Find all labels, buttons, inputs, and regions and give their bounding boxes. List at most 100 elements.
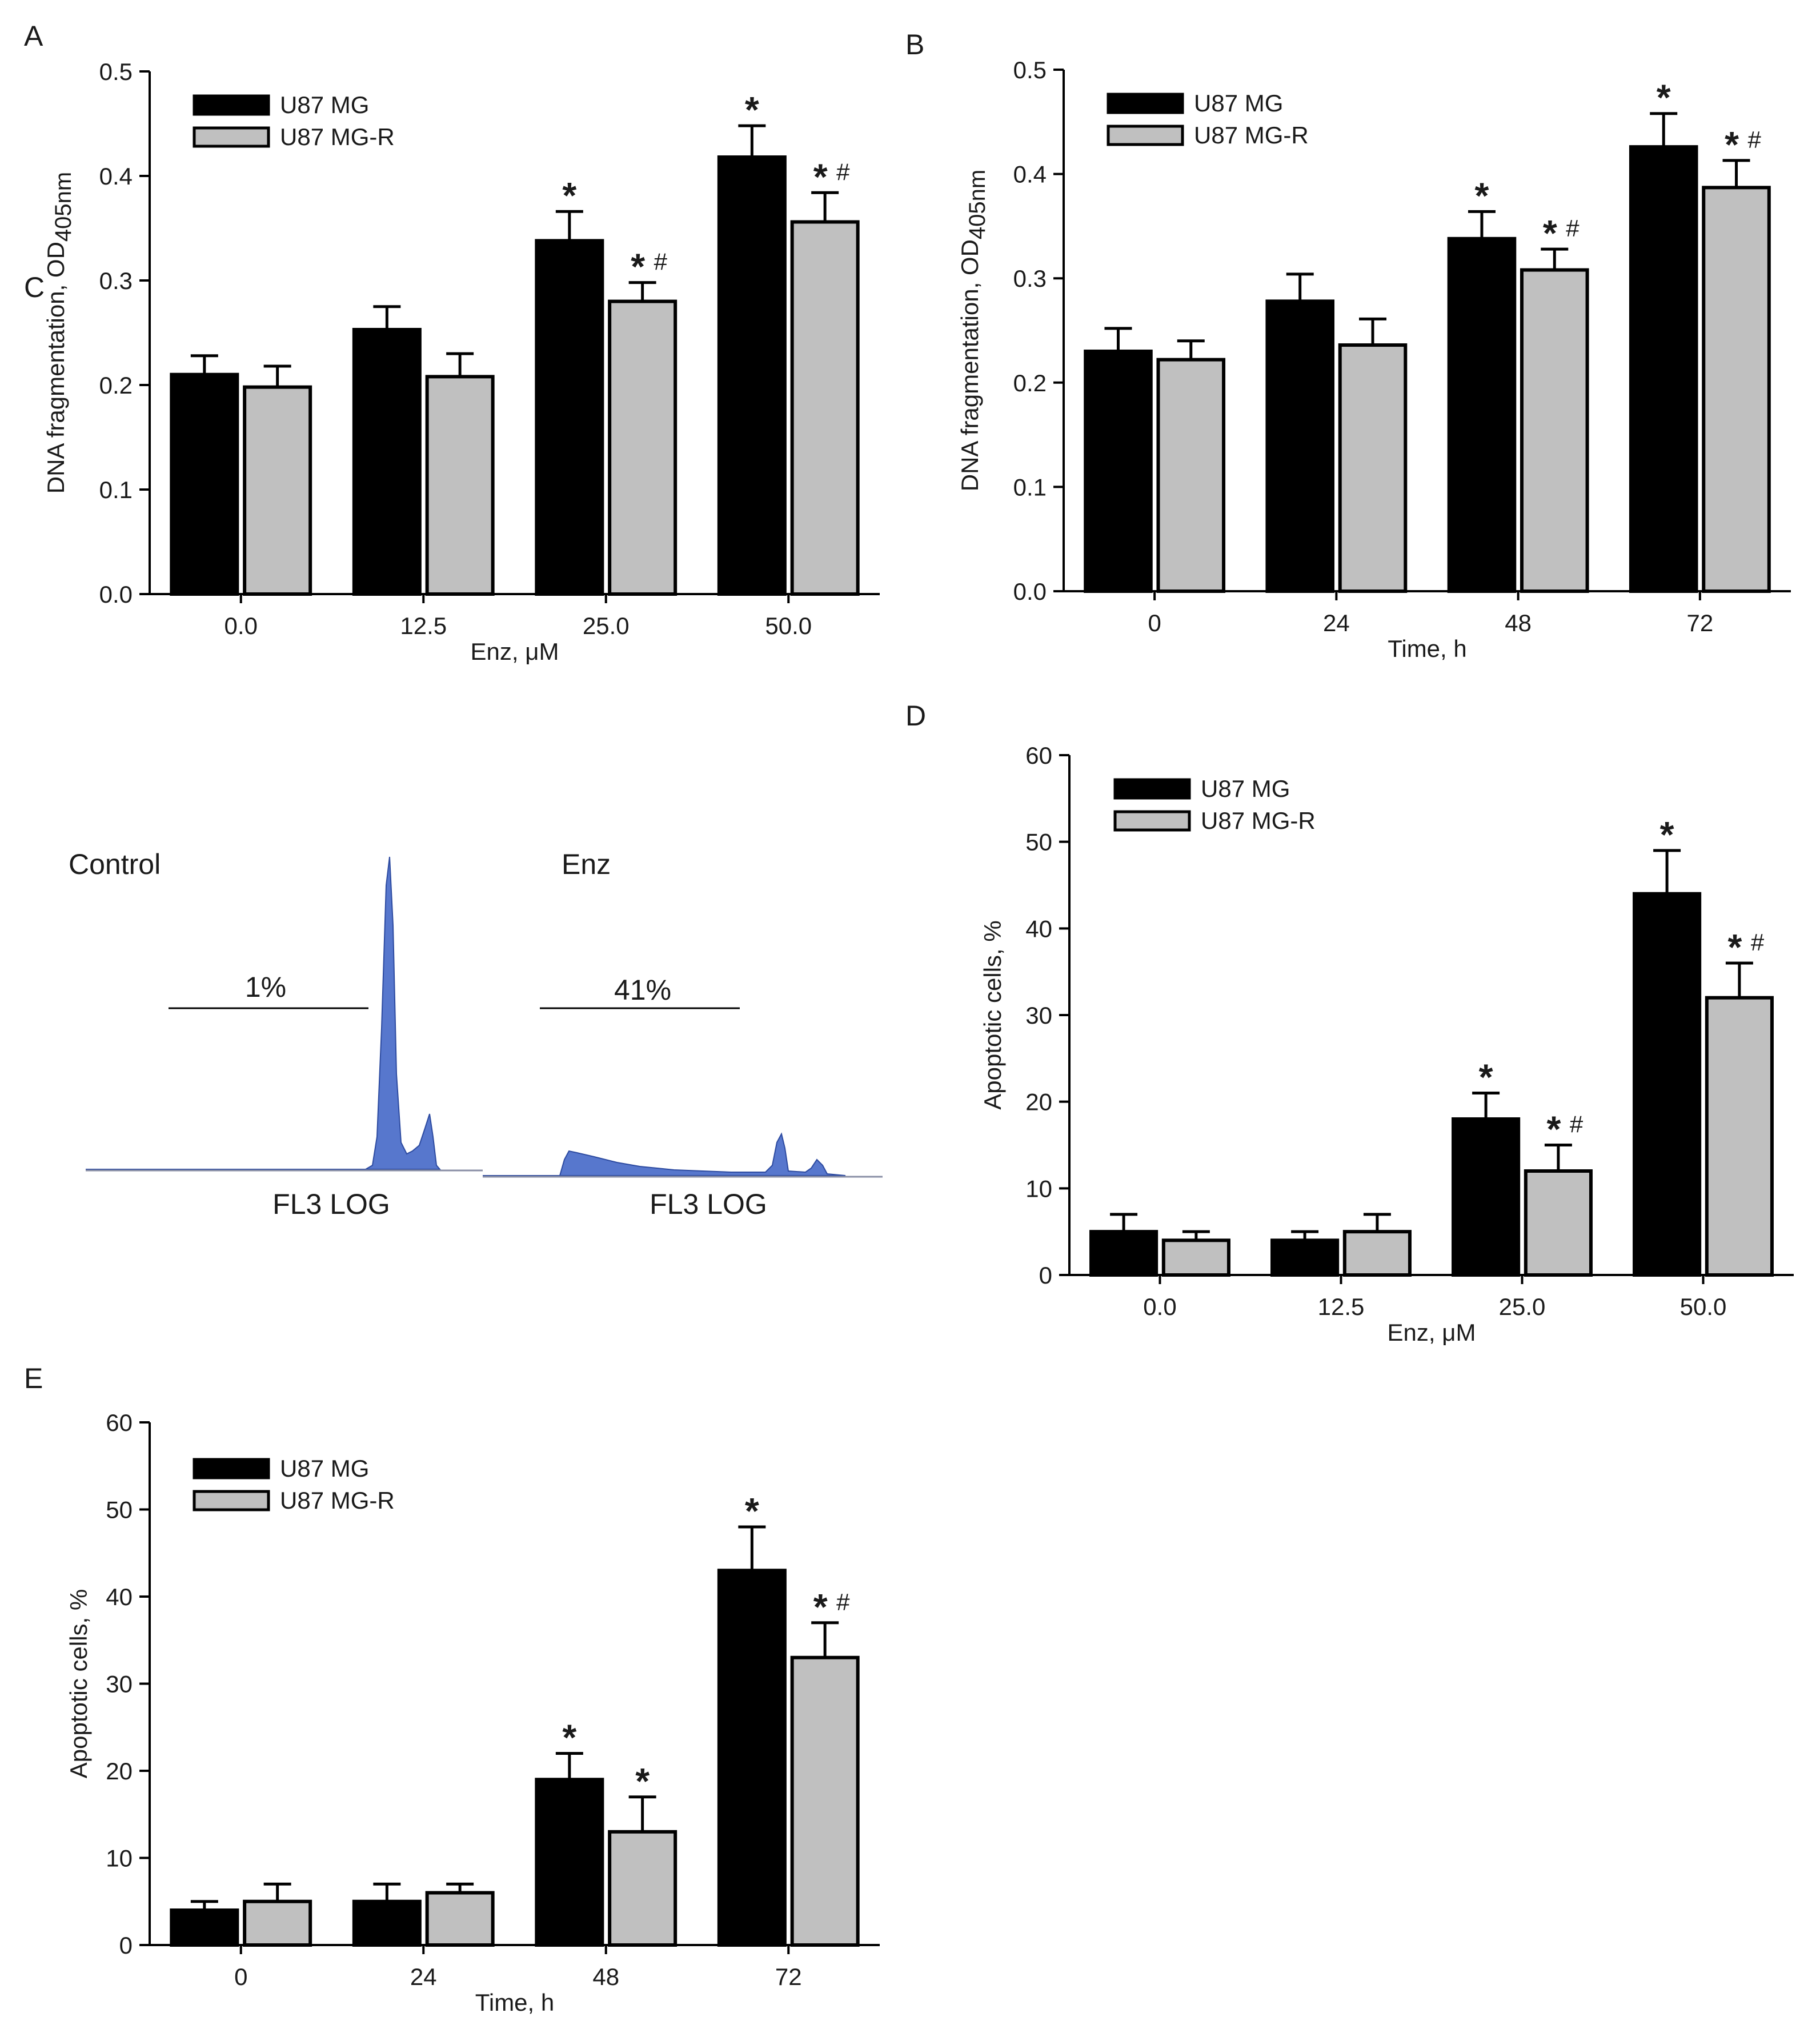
bar-u87mg-r [1156, 358, 1226, 593]
significance-star: * [745, 89, 759, 130]
significance-star: * [1546, 1109, 1561, 1150]
legend-swatch-u87mg-r [1107, 125, 1184, 146]
significance-hash: # [836, 158, 850, 185]
panel-c-flow-histograms: C Control 1% FL3 LOG Enz 41% FL3 LOG [24, 271, 883, 1220]
x-tick-label: 0.0 [225, 612, 258, 639]
bar-u87mg [1629, 145, 1698, 593]
histogram-enz [483, 1132, 846, 1176]
y-tick-label: 0 [1039, 1262, 1052, 1289]
significance-star: * [1657, 77, 1671, 118]
significance-star: * [745, 1490, 759, 1531]
bar-u87mg [535, 239, 604, 596]
legend-label-u87mg-r: U87 MG-R [280, 123, 395, 150]
flow-title-enz: Enz [562, 848, 611, 880]
legend-swatch-u87mg [193, 1458, 270, 1479]
x-tick-label: 50.0 [1680, 1293, 1727, 1320]
bar-u87mg-r [1702, 186, 1771, 593]
panel-letter: D [905, 700, 926, 732]
y-tick-label: 40 [1025, 915, 1052, 942]
x-tick-label: 0 [1148, 610, 1161, 636]
y-axis-label-subscript: 405nm [51, 172, 76, 242]
y-tick-label: 30 [1025, 1002, 1052, 1029]
y-tick-label: 30 [106, 1671, 133, 1698]
x-tick-label: 72 [775, 1963, 802, 1990]
bar-u87mg-r [243, 1899, 312, 1947]
y-axis-label: Apoptotic cells, % [979, 920, 1006, 1110]
y-tick-label: 0.4 [1013, 161, 1047, 188]
x-tick-label: 0 [234, 1963, 247, 1990]
significance-star: * [635, 1761, 650, 1802]
panel-d-chart: D 0 10 20 30 40 50 60 0.0 12.5 25.0 * * #50.0 * * # Enz, … [905, 700, 1794, 1346]
y-axis-label: DNA fragmentation, OD405nm [42, 172, 76, 494]
bar-u87mg [1084, 350, 1153, 594]
x-tick-label: 25.0 [1499, 1293, 1546, 1320]
significance-hash: # [1748, 126, 1762, 153]
x-tick-label: 0.0 [1143, 1293, 1176, 1320]
legend-swatch-u87mg [193, 94, 270, 116]
y-tick-label: 10 [1025, 1175, 1052, 1202]
bar-u87mg-r [425, 1891, 495, 1947]
histogram-control [86, 856, 442, 1170]
panel-b-chart: B 0.0 0.1 0.2 0.3 0.4 0.5 0 24 48 * * #72 * * # Time, h D… [905, 29, 1791, 662]
significance-hash: # [836, 1589, 850, 1615]
y-axis-label-text: Apoptotic cells, % [65, 1589, 92, 1779]
y-tick-label: 0.5 [1013, 57, 1047, 83]
legend-swatch-u87mg-r [1113, 810, 1191, 832]
bar-u87mg [535, 1778, 604, 1947]
significance-star: * [813, 156, 828, 197]
bar-u87mg-r [1520, 268, 1589, 594]
y-tick-label: 0.1 [99, 476, 133, 503]
panel-e-chart: E 0 10 20 30 40 50 60 0 24 48 * * 72 * * # Time, h Apoptot… [24, 1362, 880, 2016]
bar-u87mg-r [243, 385, 312, 596]
y-tick-label: 0.4 [99, 163, 133, 190]
bar-u87mg [352, 1899, 422, 1947]
legend-label-u87mg-r: U87 MG-R [1194, 122, 1309, 149]
y-tick-label: 0.2 [99, 372, 133, 399]
bar-u87mg-r [425, 375, 495, 596]
x-tick-label: 12.5 [400, 612, 447, 639]
flow-xlabel-control: FL3 LOG [272, 1188, 390, 1220]
significance-star: * [1725, 124, 1739, 165]
y-tick-label: 0.0 [99, 581, 133, 608]
y-tick-label: 0.3 [1013, 265, 1047, 292]
bar-u87mg [1270, 1238, 1340, 1277]
bar-u87mg [1447, 236, 1517, 593]
significance-star: * [813, 1586, 828, 1627]
significance-hash: # [1566, 215, 1580, 242]
y-tick-label: 0 [119, 1932, 133, 1959]
bar-u87mg-r [1338, 343, 1408, 594]
y-axis-label-subscript: 405nm [965, 170, 990, 239]
y-axis-label-text: DNA fragmentation, OD [956, 239, 983, 491]
gate-percent-enz: 41% [614, 974, 671, 1006]
bar-u87mg [1265, 299, 1335, 593]
legend-swatch-u87mg-r [193, 1490, 270, 1511]
significance-hash: # [1570, 1111, 1584, 1138]
legend-label-u87mg: U87 MG [1194, 90, 1283, 117]
y-tick-label: 60 [1025, 742, 1052, 769]
x-tick-label: 72 [1687, 610, 1714, 636]
y-tick-label: 20 [1025, 1089, 1052, 1116]
flow-xlabel-enz: FL3 LOG [650, 1188, 767, 1220]
y-tick-label: 0.0 [1013, 578, 1047, 605]
significance-star: * [1543, 212, 1557, 254]
x-axis-label: Enz, μM [1388, 1319, 1476, 1346]
bar-u87mg [170, 1908, 239, 1947]
significance-star: * [1475, 175, 1489, 216]
significance-star: * [1479, 1057, 1493, 1098]
y-tick-label: 40 [106, 1583, 133, 1610]
y-tick-label: 0.2 [1013, 370, 1047, 396]
significance-hash: # [1751, 929, 1765, 956]
y-axis-label: Apoptotic cells, % [65, 1589, 92, 1779]
significance-star: * [1660, 814, 1674, 855]
legend-label-u87mg-r: U87 MG-R [1201, 807, 1316, 834]
legend-label-u87mg-r: U87 MG-R [280, 1487, 395, 1514]
y-tick-label: 50 [106, 1497, 133, 1523]
x-axis-label: Time, h [475, 1989, 554, 2016]
x-tick-label: 24 [410, 1963, 437, 1990]
x-tick-label: 24 [1323, 610, 1350, 636]
bar-u87mg [1089, 1230, 1158, 1277]
bar-u87mg-r [790, 220, 860, 596]
x-tick-label: 50.0 [765, 612, 812, 639]
y-tick-label: 0.1 [1013, 474, 1047, 500]
panel-a-chart: A 0.0 0.1 0.2 0.3 0.4 0.5 0.0 12.5 25.0 * * #50.0 * * #… [24, 20, 880, 665]
